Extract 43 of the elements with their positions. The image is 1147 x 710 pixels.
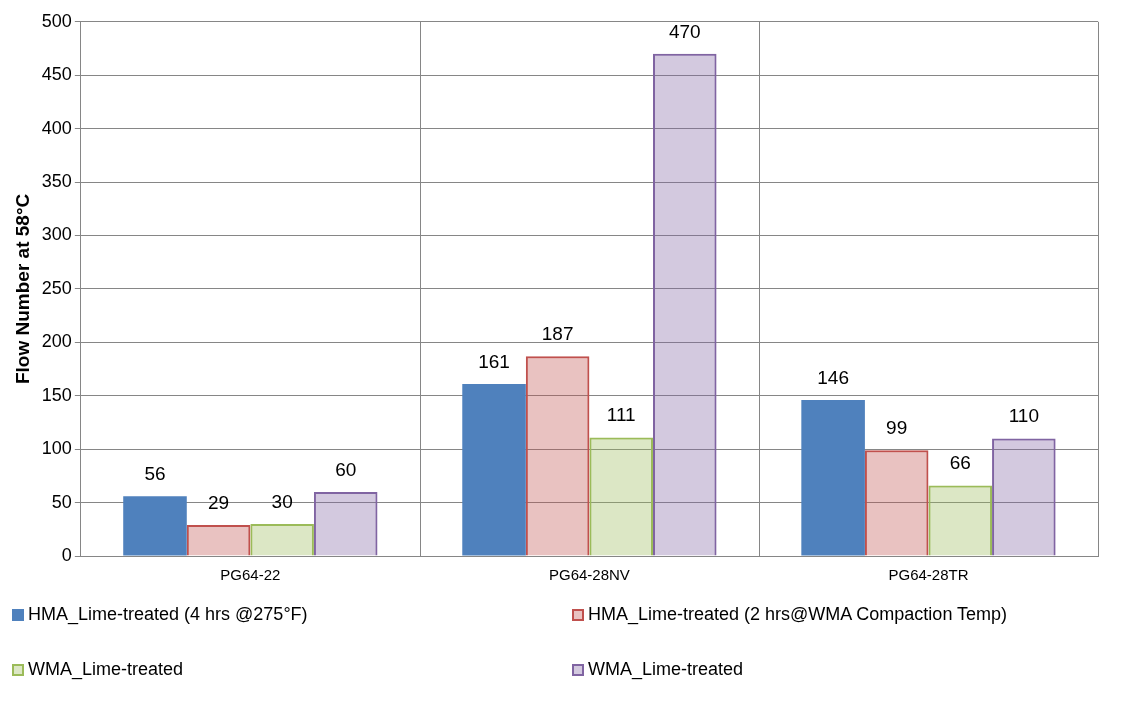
y-tick-label: 250 [41, 277, 72, 298]
data-label: 110 [1008, 405, 1039, 427]
data-label: 470 [668, 20, 701, 42]
y-tick-label: 100 [41, 438, 72, 459]
legend-label: WMA_Lime-treated [28, 659, 184, 680]
bar [123, 496, 187, 556]
y-axis-title: Flow Number at 58°C [11, 193, 33, 385]
bar [589, 437, 653, 556]
data-label: 99 [886, 416, 908, 438]
data-label: 187 [541, 322, 574, 344]
bar [864, 450, 929, 556]
data-label: 30 [271, 490, 293, 512]
y-tick-label: 400 [41, 117, 72, 138]
bar [186, 525, 251, 556]
y-tick-label: 0 [61, 544, 72, 565]
bar [462, 383, 526, 556]
legend-label: WMA_Lime-treated [588, 659, 744, 680]
bar [652, 53, 717, 556]
y-tick-label: 50 [51, 491, 72, 512]
bar [525, 356, 590, 556]
y-tick-label: 300 [41, 224, 72, 245]
data-label: 111 [606, 404, 636, 426]
bar [928, 485, 993, 556]
data-label: 161 [478, 350, 510, 372]
data-label: 66 [949, 452, 971, 474]
y-tick-label: 350 [41, 171, 72, 192]
x-tick-label: PG64-28NV [548, 566, 630, 584]
x-tick-label: PG64-22 [220, 566, 281, 584]
y-tick-label: 500 [41, 10, 72, 31]
data-label: 56 [144, 462, 166, 484]
bar [250, 523, 314, 556]
y-tick-label: 450 [41, 64, 72, 85]
bar [313, 491, 378, 556]
bar [992, 438, 1056, 556]
y-tick-label: 200 [41, 331, 72, 352]
legend-label: HMA_Lime-treated (4 hrs @275°F) [28, 604, 308, 625]
x-tick-label: PG64-28TR [888, 566, 969, 584]
data-label: 60 [335, 458, 357, 480]
data-label: 146 [817, 366, 849, 388]
data-label: 29 [208, 491, 230, 513]
bar [801, 400, 865, 556]
y-tick-label: 150 [41, 384, 72, 405]
legend-label: HMA_Lime-treated (2 hrs@WMA Compaction Temp) [588, 604, 1008, 625]
